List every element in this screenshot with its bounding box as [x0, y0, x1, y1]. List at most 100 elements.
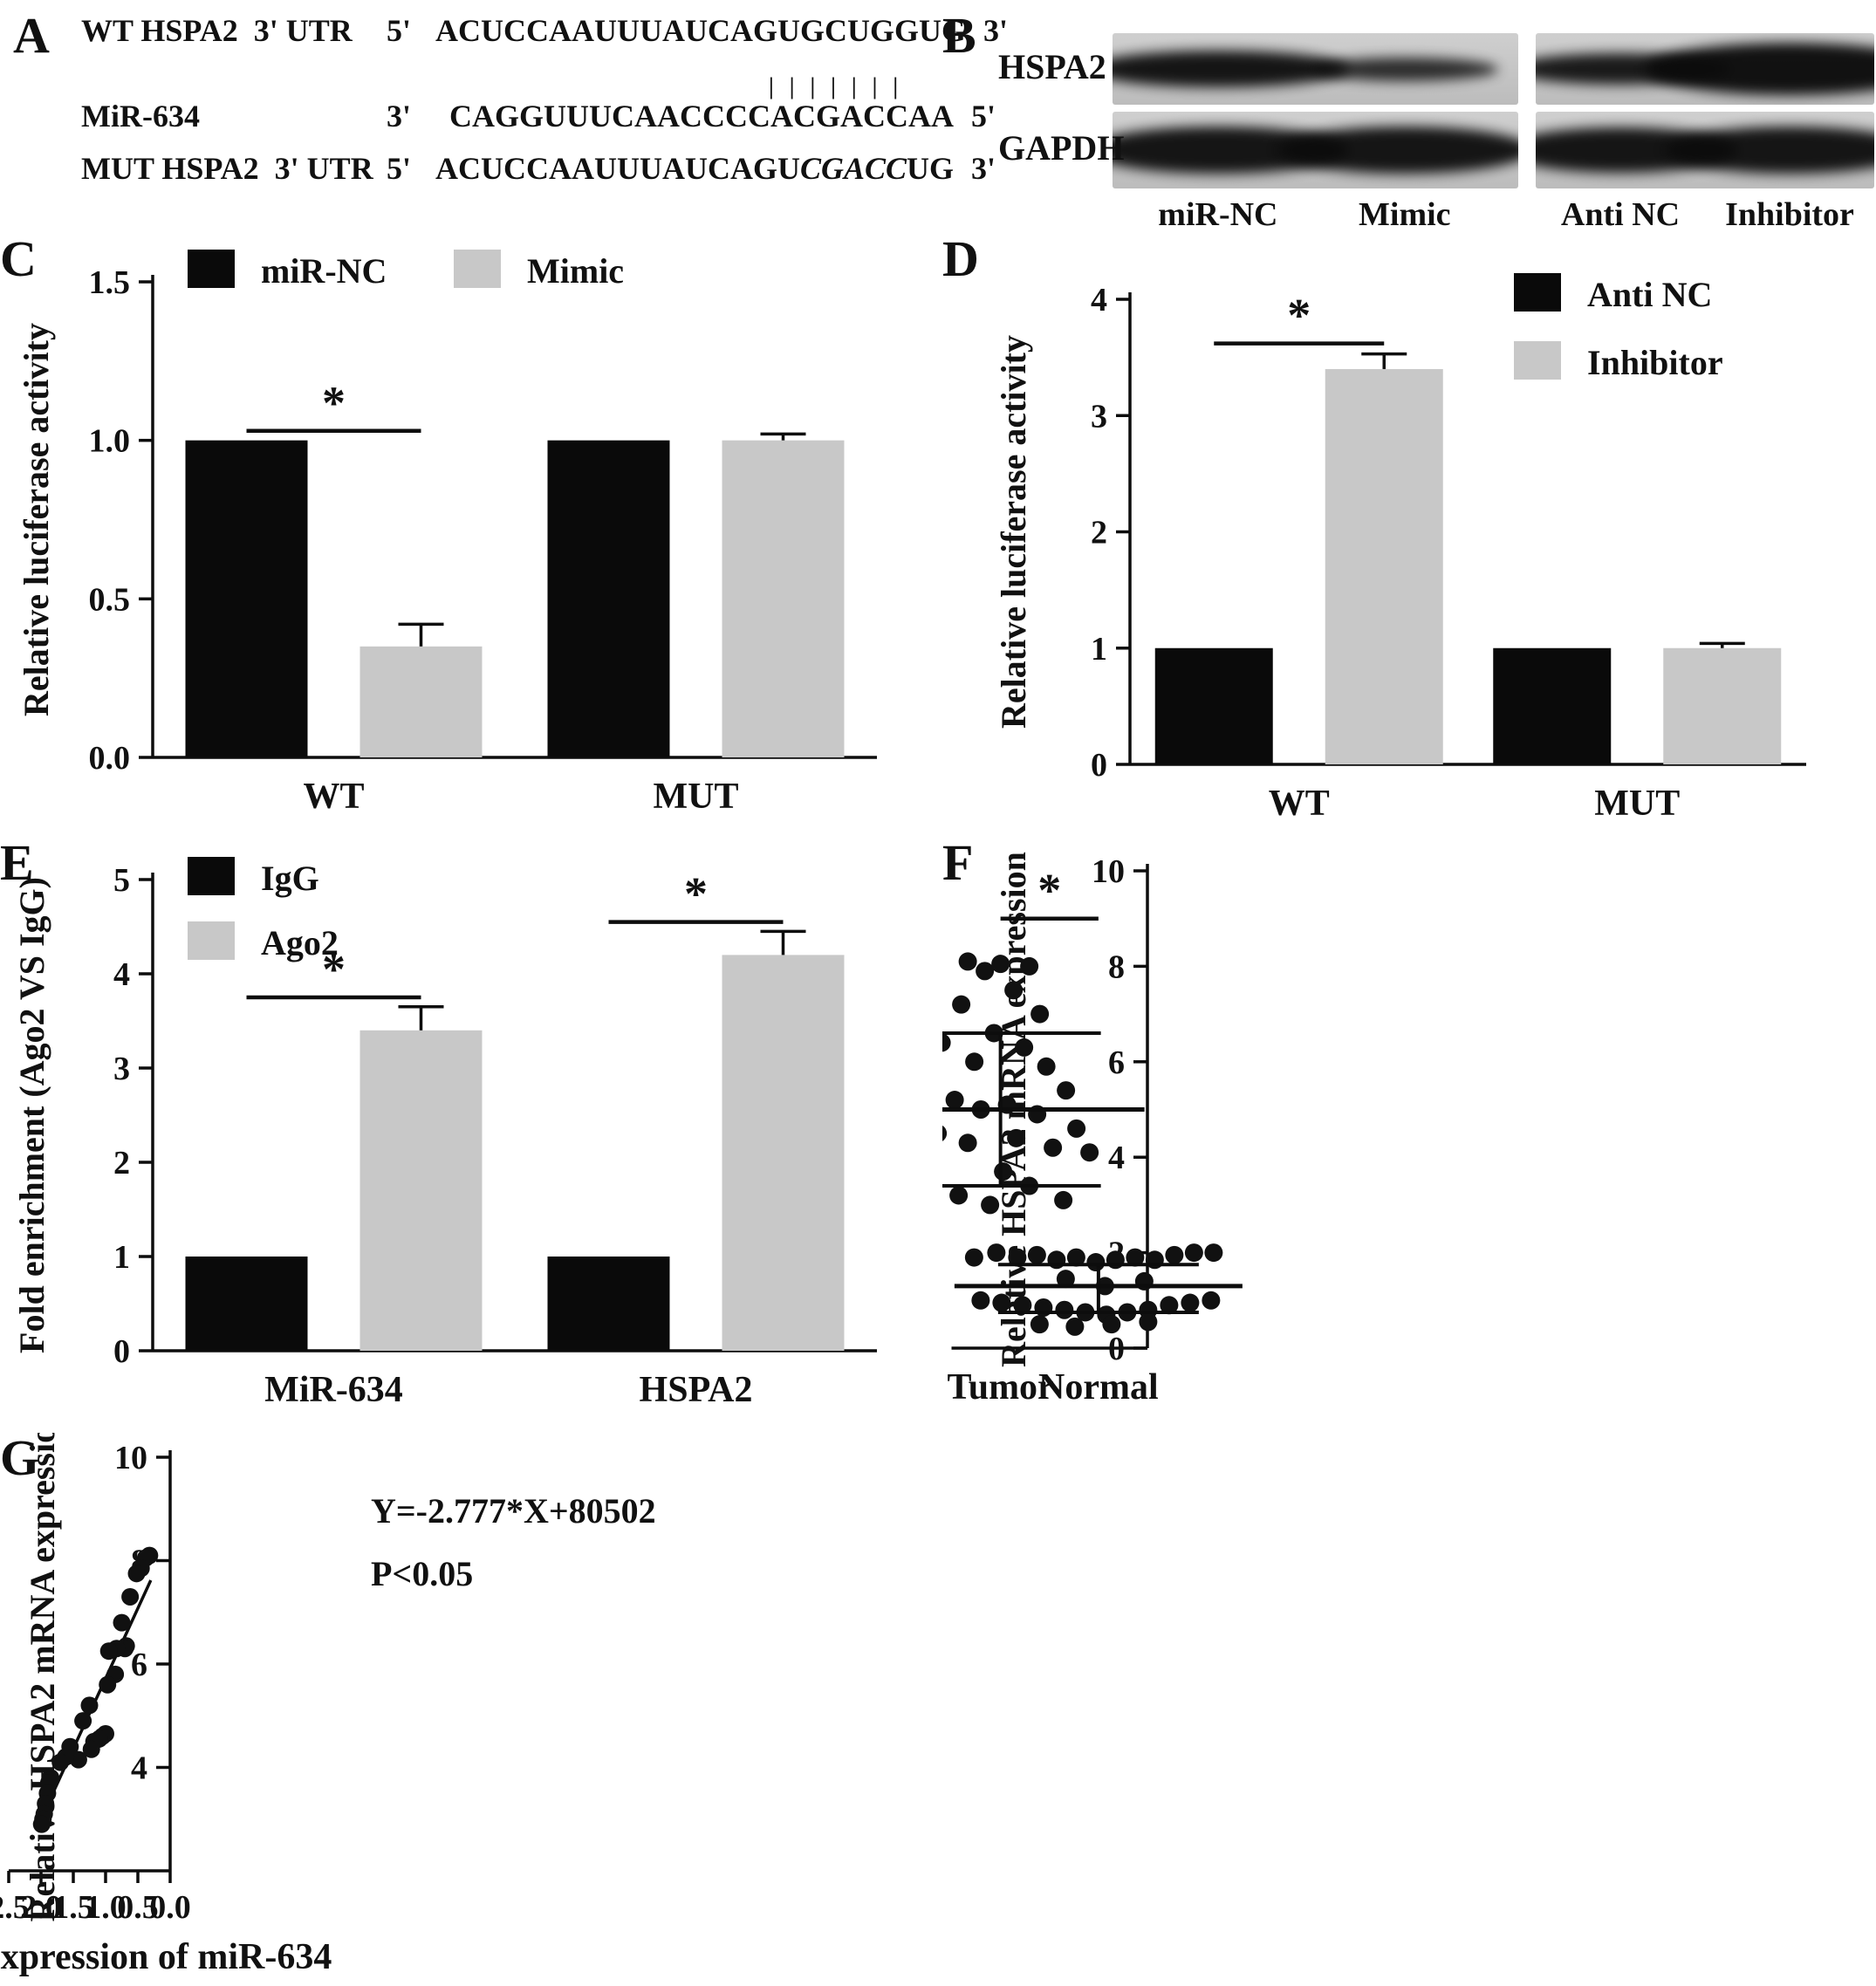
svg-text:1: 1	[113, 1239, 130, 1276]
svg-text:0.5: 0.5	[89, 581, 131, 618]
svg-text:Mimic: Mimic	[527, 251, 624, 291]
svg-text:1.5: 1.5	[52, 1889, 94, 1926]
svg-text:*: *	[1287, 290, 1311, 342]
svg-text:2.5: 2.5	[0, 1889, 30, 1926]
svg-text:8: 8	[1108, 948, 1125, 985]
panel-e-label: E	[0, 834, 34, 891]
panel-f-expression-dotplot: F 0246810Relative HSPA2 mRNA expressionN…	[942, 838, 1876, 1433]
sequence-rows: WT HSPA2 3' UTR 5' ACUCCAAUUUAUCAGUGCUGGUG…	[81, 12, 1008, 202]
svg-text:Relative HSPA2 mRNA expression: Relative HSPA2 mRNA expression	[23, 1433, 62, 1921]
svg-text:0: 0	[113, 1333, 130, 1370]
svg-text:4: 4	[1108, 1140, 1125, 1176]
sequence-direction: 5'	[387, 13, 412, 48]
blot-strip	[1113, 33, 1518, 105]
sequence-name: MiR-634	[81, 99, 200, 134]
svg-text:4: 4	[131, 1750, 147, 1787]
bar-chart-fold-enrichment: 0 1 2 3 4 5 Fold enrichment (Ago2 VS IgG) MiR-6…	[12, 857, 877, 1410]
svg-text:Ago2: Ago2	[261, 923, 339, 962]
panel-c-label: C	[0, 230, 37, 287]
svg-text:MUT: MUT	[1594, 784, 1680, 824]
panel-d-label: D	[942, 230, 979, 287]
svg-text:Relative expression of miR-634: Relative expression of miR-634	[0, 1937, 332, 1977]
sequence-direction: 3'	[387, 99, 412, 134]
sequence-row: WT HSPA2 3' UTR 5' ACUCCAAUUUAUCAGUGCUGGUG…	[81, 12, 1008, 65]
protein-band	[1113, 51, 1349, 87]
svg-text:Tumor: Tumor	[948, 1367, 1054, 1407]
svg-text:1.0: 1.0	[89, 423, 131, 460]
panel-b-western-blot: B HSPA2 GAPDH miR-NC Mimic Anti NC Inhibitor	[942, 10, 1876, 236]
sequence-direction: 3'	[983, 13, 1008, 48]
panel-g-label: G	[0, 1429, 40, 1486]
svg-text:Y=-2.777*X+80502: Y=-2.777*X+80502	[371, 1491, 656, 1531]
svg-text:10: 10	[114, 1440, 147, 1476]
svg-text:1: 1	[1091, 631, 1107, 668]
protein-band	[1665, 127, 1874, 174]
dot-plot-hspa2-expression: 0246810Relative HSPA2 mRNA expressionNor…	[942, 852, 1243, 1407]
sequence-row: MUT HSPA2 3' UTR 5' ACUCCAAUUUAUCAGUCGACCU…	[81, 150, 1008, 202]
panel-a-sequence-alignment: A WT HSPA2 3' UTR 5' ACUCCAAUUUAUCAGUGCUGG…	[13, 7, 1008, 229]
sequence-direction: 3'	[971, 151, 996, 186]
lane-label: Mimic	[1359, 196, 1451, 233]
svg-text:0: 0	[1108, 1331, 1125, 1367]
panel-c-luciferase-mimic-chart: C 0.0 0.5 1.0 1.5 Relative luciferase activi…	[0, 234, 912, 838]
svg-text:10: 10	[1092, 853, 1125, 890]
lane-label: Inhibitor	[1725, 196, 1854, 233]
sequence-name: MUT HSPA2 3' UTR	[81, 151, 373, 186]
svg-text:1.5: 1.5	[89, 264, 131, 301]
svg-text:1.0: 1.0	[85, 1889, 127, 1926]
bar-chart-luciferase-mimic: 0.0 0.5 1.0 1.5 Relative luciferase activity…	[17, 250, 877, 817]
svg-text:6: 6	[131, 1647, 147, 1683]
sequence-direction: 5'	[970, 99, 996, 134]
svg-text:0.0: 0.0	[149, 1889, 191, 1926]
svg-text:2: 2	[113, 1145, 130, 1181]
svg-text:*: *	[684, 868, 708, 921]
base-pair-match-marks: |||||||	[769, 72, 914, 99]
sequence-name: WT HSPA2 3' UTR	[81, 13, 353, 48]
svg-text:*: *	[1037, 865, 1061, 917]
panel-a-label: A	[13, 7, 50, 64]
protein-band	[1646, 43, 1874, 95]
svg-text:*: *	[322, 377, 346, 429]
svg-text:IgG: IgG	[261, 859, 319, 898]
svg-text:Normal: Normal	[1038, 1367, 1159, 1407]
blot-row-label: GAPDH	[998, 128, 1125, 168]
svg-text:3: 3	[1091, 398, 1107, 435]
svg-text:Inhibitor: Inhibitor	[1587, 343, 1723, 382]
bar-chart-luciferase-inhibitor: 0 1 2 3 4 Relative luciferase activity WT MUT * A…	[994, 273, 1806, 824]
svg-text:4: 4	[113, 956, 130, 993]
sequence-text: ACUCCAAUUUAUCAGUGCUGGUG 3'	[435, 13, 1008, 48]
svg-text:*: *	[322, 943, 346, 996]
blot-strip	[1536, 112, 1874, 188]
blot-strip	[1536, 33, 1874, 105]
svg-text:4: 4	[1091, 282, 1107, 318]
svg-text:WT: WT	[303, 777, 364, 817]
blot-row-label: HSPA2	[998, 47, 1106, 86]
sequence-text: ACUCCAAUUUAUCAGUCGACCUG 3'	[435, 151, 996, 186]
panel-b-label: B	[942, 7, 976, 64]
svg-text:WT: WT	[1269, 784, 1330, 824]
svg-text:0: 0	[1091, 747, 1107, 784]
sequence-text: CAGGUUUCAACCCCACGACCAA 5'	[449, 99, 996, 134]
svg-text:6: 6	[1108, 1044, 1125, 1081]
svg-text:5: 5	[113, 862, 130, 899]
lane-label: Anti NC	[1560, 196, 1681, 233]
svg-text:Fold enrichment (Ago2 VS IgG): Fold enrichment (Ago2 VS IgG)	[12, 877, 51, 1353]
lane-label: miR-NC	[1158, 196, 1278, 233]
svg-text:Anti NC: Anti NC	[1587, 275, 1712, 314]
svg-text:0.5: 0.5	[117, 1889, 159, 1926]
sequence-row: MiR-634 3' CAGGUUUCAACCCCACGACCAA 5'	[81, 98, 1008, 150]
svg-text:2: 2	[1091, 515, 1107, 551]
svg-text:Relative luciferase activity: Relative luciferase activity	[994, 335, 1033, 729]
svg-text:MiR-634: MiR-634	[264, 1370, 403, 1410]
protein-band	[1311, 57, 1499, 81]
sequence-direction: 5'	[387, 151, 412, 186]
svg-text:MUT: MUT	[654, 777, 739, 817]
svg-text:HSPA2: HSPA2	[640, 1370, 753, 1410]
protein-band	[1277, 127, 1518, 174]
svg-text:miR-NC: miR-NC	[261, 251, 387, 291]
svg-text:P<0.05: P<0.05	[371, 1554, 473, 1593]
blot-strip	[1113, 112, 1518, 188]
